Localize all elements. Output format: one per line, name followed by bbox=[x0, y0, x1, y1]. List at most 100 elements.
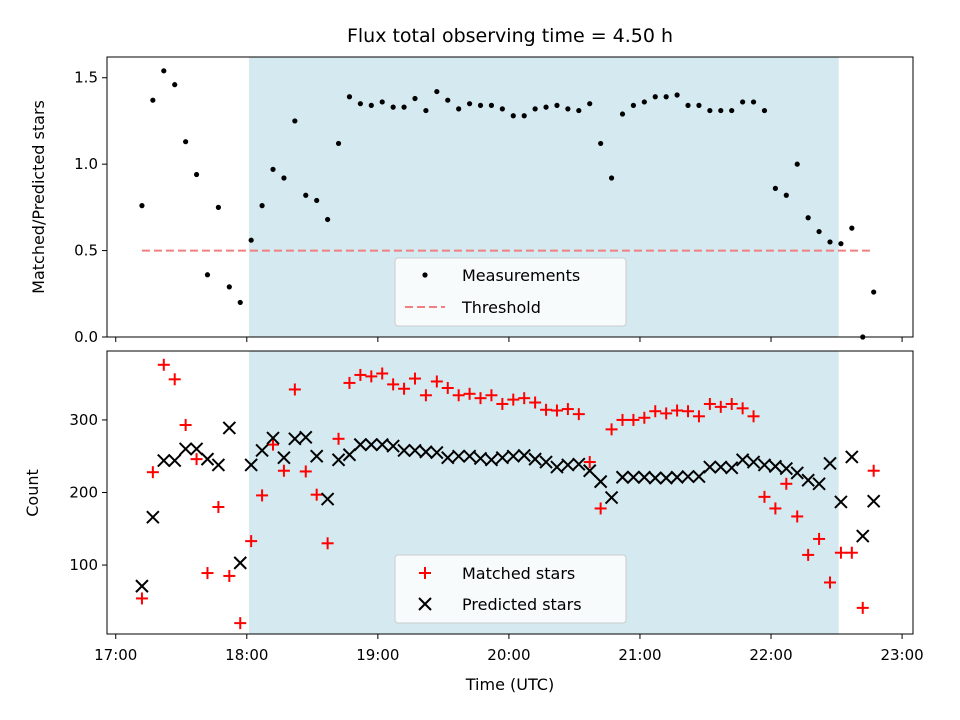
predicted-star-point bbox=[714, 460, 728, 474]
matched-star-point bbox=[747, 410, 760, 423]
predicted-star-point bbox=[801, 473, 815, 487]
measurement-point bbox=[674, 92, 680, 98]
measurement-point bbox=[412, 95, 418, 102]
measurement-point bbox=[871, 289, 877, 295]
matched-star-point bbox=[845, 546, 858, 559]
x-axis-title: Time (UTC) bbox=[465, 675, 554, 694]
matched-star-point bbox=[660, 407, 673, 420]
matched-star-point bbox=[682, 405, 695, 418]
predicted-star-point bbox=[626, 470, 641, 484]
matched-star-point bbox=[168, 373, 181, 386]
matched-star-point bbox=[496, 397, 509, 410]
predicted-star-point bbox=[441, 450, 455, 465]
predicted-star-point bbox=[386, 439, 400, 453]
measurement-point bbox=[685, 102, 691, 108]
y-tick-label: 0.5 bbox=[74, 242, 98, 260]
matched-star-point bbox=[179, 419, 192, 432]
measurement-point bbox=[521, 113, 527, 119]
predicted-star-point bbox=[397, 443, 411, 458]
top-panel: 0.0 0.5 1.0 1.5 Matched/Predicted stars Mea… bbox=[29, 56, 914, 346]
predicted-star-point bbox=[845, 450, 859, 464]
measurement-point bbox=[565, 106, 571, 112]
matched-star-point bbox=[332, 432, 345, 445]
matched-star-point bbox=[758, 490, 771, 503]
matched-star-point bbox=[212, 501, 225, 514]
x-tick-label: 23:00 bbox=[880, 646, 923, 664]
measurement-point bbox=[652, 94, 658, 100]
predicted-star-point bbox=[462, 449, 477, 463]
predicted-star-point bbox=[670, 470, 684, 484]
legend-matched-marker bbox=[419, 567, 431, 579]
measurement-point bbox=[314, 197, 320, 204]
predicted-star-point bbox=[637, 470, 652, 484]
matched-star-point bbox=[561, 403, 574, 416]
predicted-star-point bbox=[178, 442, 193, 456]
matched-star-point bbox=[518, 392, 531, 405]
predicted-star-point bbox=[692, 469, 706, 484]
matched-star-point bbox=[583, 456, 596, 469]
measurement-point bbox=[226, 284, 232, 290]
measurement-point bbox=[587, 101, 593, 107]
matched-star-point bbox=[616, 413, 629, 426]
measurement-point bbox=[772, 185, 778, 191]
measurement-point bbox=[729, 107, 735, 114]
matched-star-point bbox=[485, 389, 498, 402]
measurement-point bbox=[838, 241, 844, 247]
predicted-star-point bbox=[233, 556, 247, 570]
measurement-point bbox=[619, 111, 626, 117]
matched-star-point bbox=[321, 537, 334, 550]
matched-star-point bbox=[856, 601, 869, 614]
predicted-star-point bbox=[211, 458, 226, 472]
predicted-star-point bbox=[451, 449, 466, 463]
measurement-point bbox=[805, 215, 811, 221]
measurement-point bbox=[696, 102, 702, 108]
predicted-star-point bbox=[495, 450, 510, 465]
predicted-star-point bbox=[342, 448, 357, 462]
measurement-point bbox=[248, 237, 254, 243]
predicted-star-point bbox=[681, 469, 695, 484]
predicted-star-point bbox=[189, 442, 204, 456]
bottom-panel: 100 200 300 17:00 18:00 19:00 20:00 21:00 22:00… bbox=[23, 350, 924, 694]
predicted-star-point bbox=[277, 450, 291, 465]
predicted-star-point bbox=[255, 443, 269, 458]
measurement-point bbox=[543, 104, 549, 110]
predicted-star-point bbox=[703, 460, 717, 474]
predicted-star-point bbox=[834, 495, 848, 509]
measurement-point bbox=[750, 99, 757, 105]
bottom-legend: Matched stars Predicted stars bbox=[394, 554, 627, 624]
legend-threshold-label: Threshold bbox=[461, 298, 541, 317]
matched-star-point bbox=[452, 389, 465, 402]
measurement-point bbox=[445, 97, 451, 103]
measurement-point bbox=[456, 106, 462, 112]
predicted-star-point bbox=[331, 453, 346, 467]
measurement-point bbox=[816, 228, 822, 235]
predicted-star-point bbox=[364, 437, 379, 452]
matched-star-point bbox=[780, 477, 793, 490]
measurement-point bbox=[423, 107, 429, 114]
matched-star-point bbox=[692, 410, 705, 423]
predicted-star-point bbox=[735, 453, 750, 467]
y-tick-label: 100 bbox=[69, 556, 98, 574]
matched-star-point bbox=[288, 383, 301, 396]
measurement-point bbox=[641, 99, 647, 105]
measurement-point bbox=[477, 102, 484, 108]
matched-star-point bbox=[343, 376, 356, 389]
measurement-point bbox=[183, 139, 189, 145]
measurement-point bbox=[357, 101, 363, 107]
matched-star-point bbox=[474, 392, 487, 405]
predicted-star-point bbox=[309, 449, 324, 463]
x-tick-label: 22:00 bbox=[749, 646, 792, 664]
matched-star-point bbox=[354, 368, 367, 381]
measurement-point bbox=[150, 97, 156, 103]
matched-star-point bbox=[540, 403, 553, 416]
x-tick-label: 19:00 bbox=[356, 646, 399, 664]
predicted-star-point bbox=[583, 464, 597, 478]
matched-star-point bbox=[725, 397, 738, 410]
measurement-point bbox=[346, 94, 353, 100]
predicted-star-point bbox=[823, 456, 837, 471]
predicted-star-point bbox=[517, 448, 531, 463]
matched-star-point bbox=[594, 502, 607, 515]
measurement-point bbox=[718, 107, 724, 114]
matched-star-point bbox=[605, 423, 618, 436]
